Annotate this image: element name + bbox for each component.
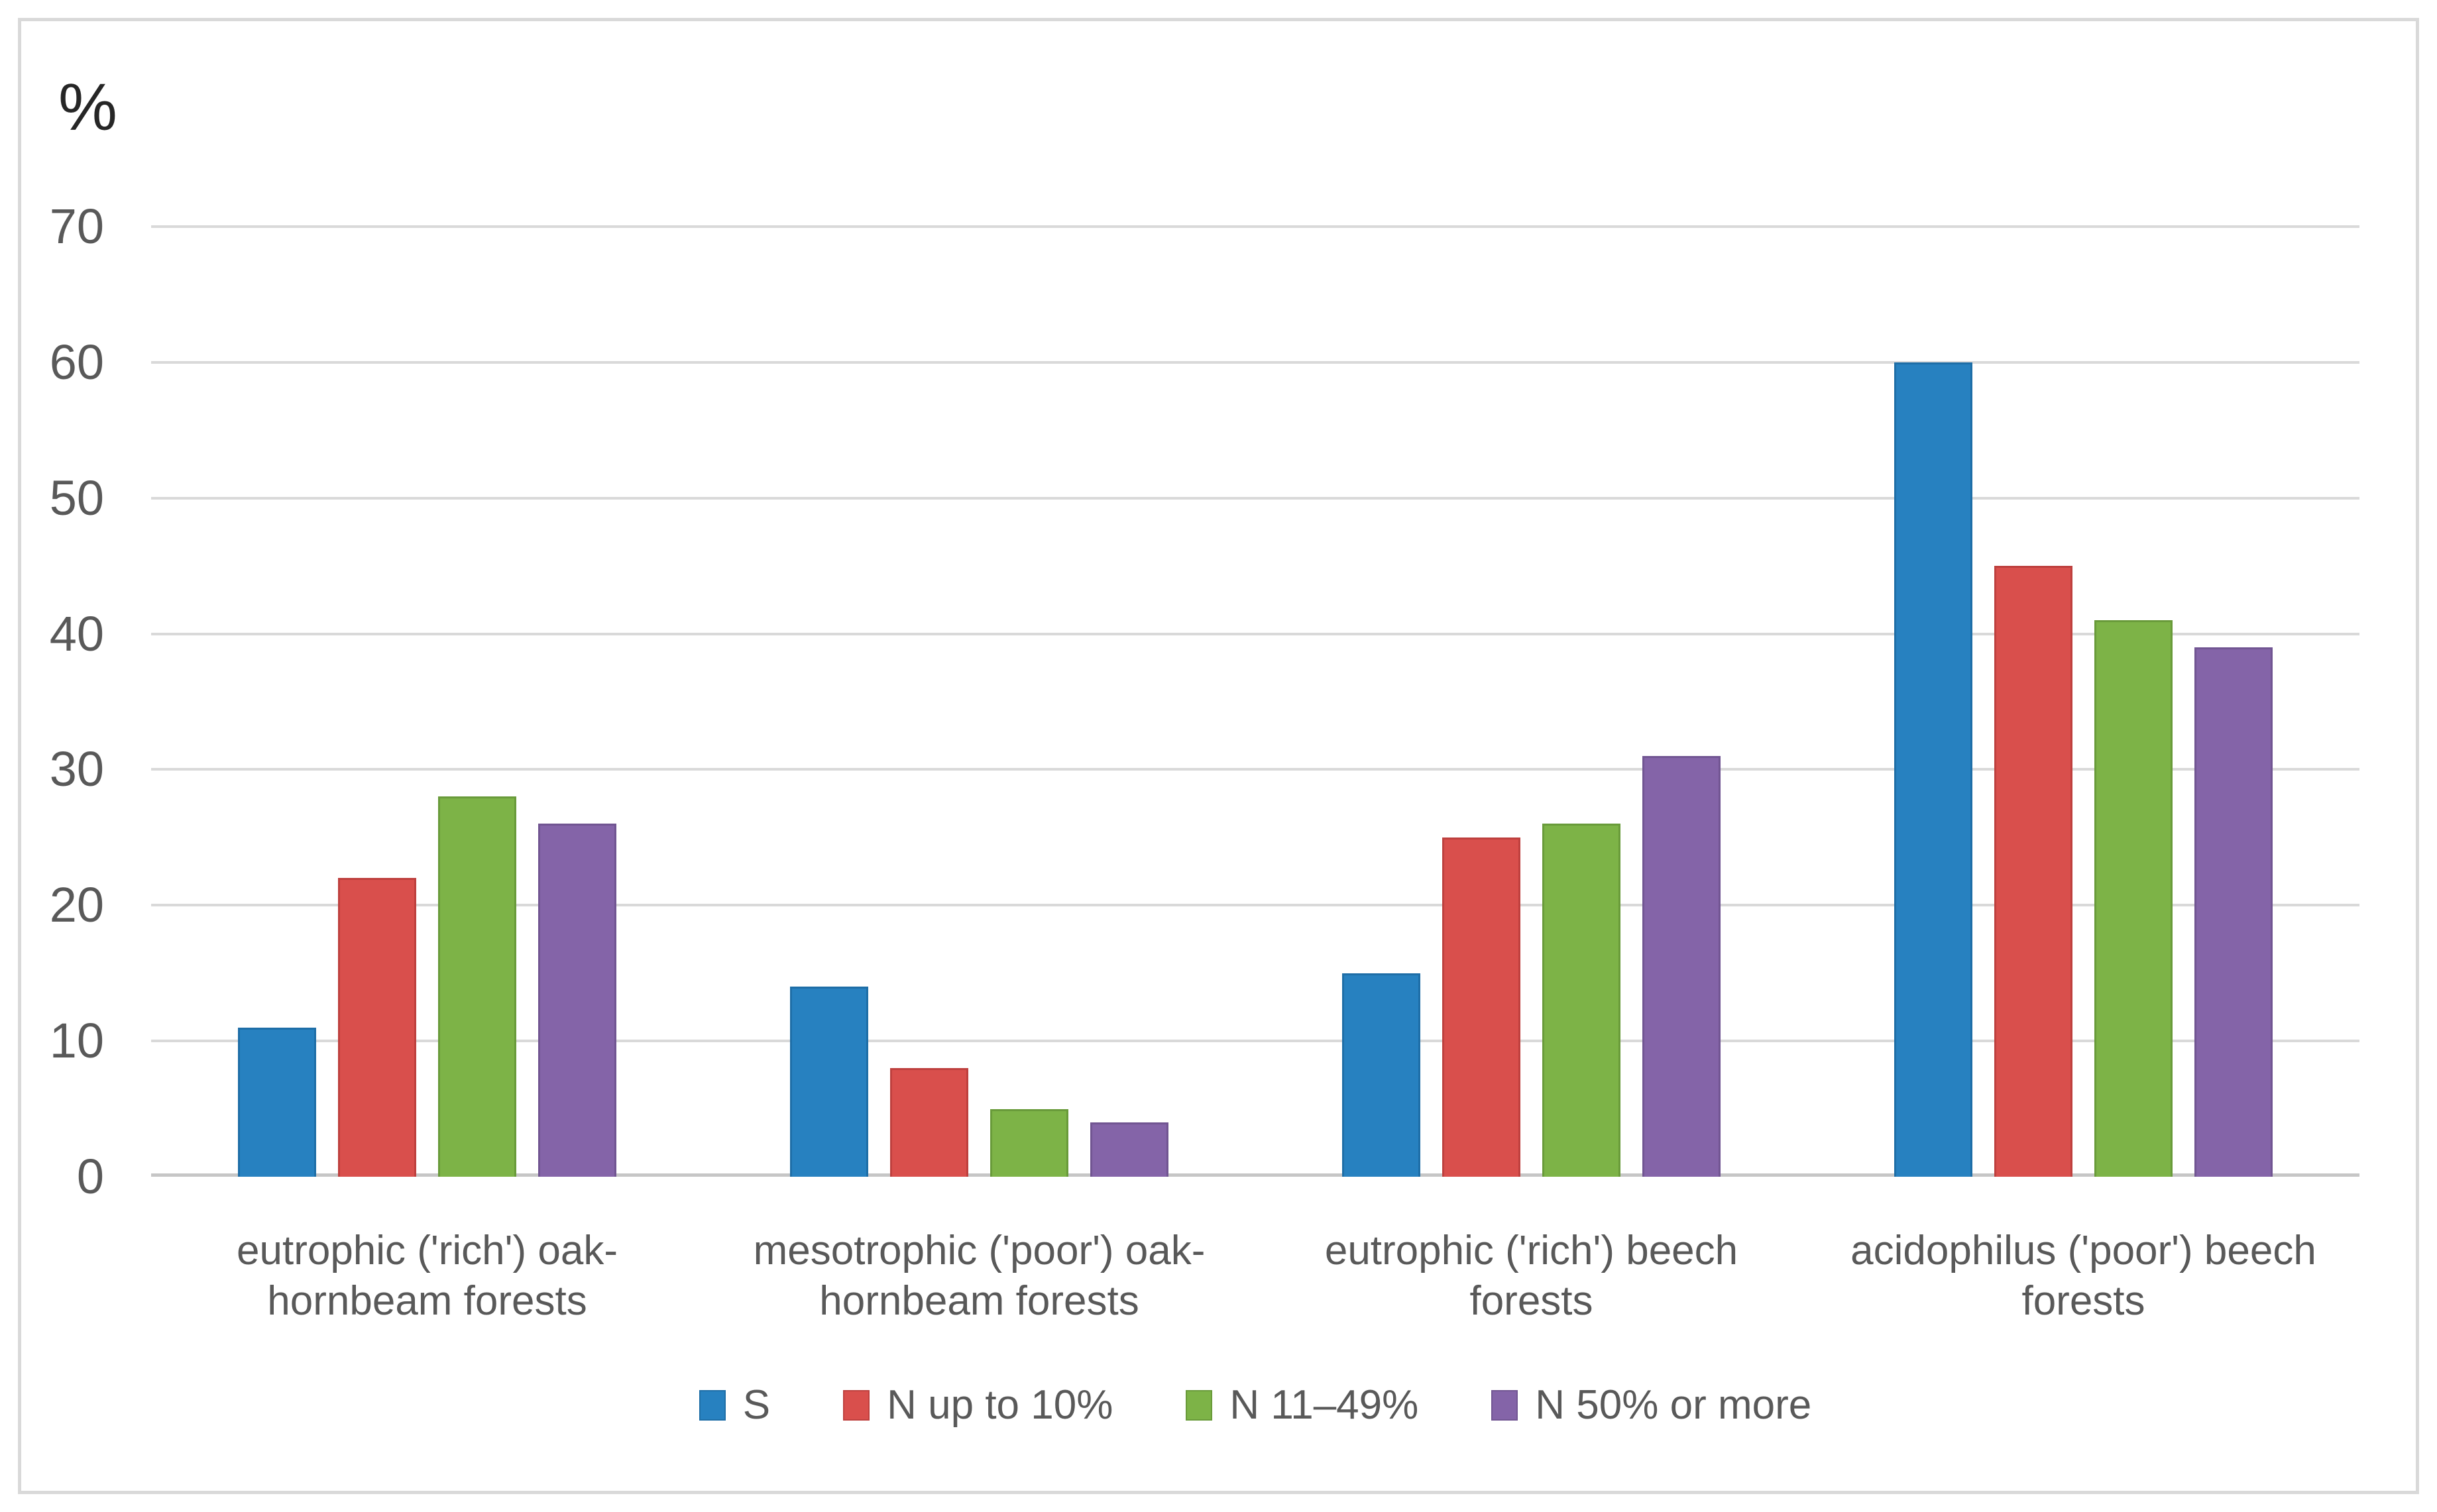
bar-group-3 bbox=[1255, 227, 1807, 1177]
gridline-10 bbox=[151, 1040, 2359, 1043]
bar bbox=[1342, 973, 1420, 1177]
x-category-label-line: mesotrophic ('poor') oak- bbox=[753, 1228, 1206, 1273]
bar bbox=[790, 987, 868, 1177]
gridline-70 bbox=[151, 225, 2359, 228]
gridline-30 bbox=[151, 768, 2359, 771]
bar bbox=[1994, 566, 2072, 1177]
y-tick-label-0: 0 bbox=[76, 1149, 104, 1204]
gridline-60 bbox=[151, 360, 2359, 364]
x-category-label-1: eutrophic ('rich') oak-hornbeam forests bbox=[151, 1226, 703, 1326]
legend-item: N up to 10% bbox=[843, 1383, 1113, 1427]
legend-label: N 50% or more bbox=[1535, 1382, 1812, 1428]
x-category-label-line: eutrophic ('rich') beech bbox=[1324, 1228, 1738, 1273]
bar bbox=[2094, 620, 2173, 1177]
x-category-label-line: eutrophic ('rich') oak- bbox=[237, 1228, 618, 1273]
x-category-label-line: hornbeam forests bbox=[267, 1278, 587, 1324]
legend-label: S bbox=[742, 1382, 771, 1428]
gridline-50 bbox=[151, 496, 2359, 500]
legend-label: N up to 10% bbox=[887, 1382, 1113, 1428]
y-tick-label-50: 50 bbox=[49, 470, 104, 525]
y-axis-tick-labels: 0 10 20 30 40 50 60 70 bbox=[21, 202, 104, 1201]
bar bbox=[438, 796, 516, 1177]
chart-frame: % 0 10 20 30 40 50 60 70 eutrophic ('rich') oak… bbox=[18, 18, 2419, 1494]
bar bbox=[338, 878, 416, 1177]
legend-item: N 11–49% bbox=[1186, 1383, 1418, 1427]
bar-group-2 bbox=[703, 227, 1255, 1177]
y-tick-label-60: 60 bbox=[49, 334, 104, 390]
bar-group-1 bbox=[151, 227, 703, 1177]
x-category-label-3: eutrophic ('rich') beech forests bbox=[1255, 1226, 1807, 1326]
plot-area bbox=[151, 225, 2359, 1177]
legend-swatch-icon bbox=[843, 1390, 870, 1421]
y-tick-label-40: 40 bbox=[49, 606, 104, 661]
legend-item: N 50% or more bbox=[1491, 1383, 1811, 1427]
x-category-label-line: forests bbox=[2021, 1278, 2145, 1324]
bar bbox=[1894, 362, 1972, 1177]
y-tick-label-10: 10 bbox=[49, 1013, 104, 1069]
bar bbox=[1090, 1122, 1168, 1177]
gridline-40 bbox=[151, 632, 2359, 635]
x-axis-line bbox=[151, 1173, 2359, 1177]
bar-group-4 bbox=[1807, 227, 2359, 1177]
legend-label: N 11–49% bbox=[1229, 1382, 1419, 1428]
legend-swatch-icon bbox=[1491, 1390, 1518, 1421]
y-axis-unit-label: % bbox=[58, 70, 117, 144]
y-tick-label-20: 20 bbox=[49, 877, 104, 933]
bar bbox=[2194, 647, 2273, 1177]
bars-row bbox=[151, 227, 2359, 1177]
legend-swatch-icon bbox=[699, 1390, 726, 1421]
x-category-label-line: acidophilus ('poor') beech bbox=[1850, 1228, 2316, 1273]
bar bbox=[1442, 837, 1520, 1177]
bar bbox=[1542, 824, 1620, 1177]
x-category-label-2: mesotrophic ('poor') oak-hornbeam forest… bbox=[703, 1226, 1255, 1326]
x-category-label-line: forests bbox=[1469, 1278, 1593, 1324]
bar bbox=[238, 1027, 316, 1177]
bar bbox=[990, 1108, 1068, 1177]
gridline-20 bbox=[151, 904, 2359, 907]
legend: S N up to 10% N 11–49% N 50% or more bbox=[151, 1383, 2359, 1427]
y-tick-label-70: 70 bbox=[49, 199, 104, 254]
legend-swatch-icon bbox=[1186, 1390, 1213, 1421]
y-tick-label-30: 30 bbox=[49, 741, 104, 797]
x-category-label-4: acidophilus ('poor') beech forests bbox=[1807, 1226, 2359, 1326]
bar bbox=[890, 1068, 968, 1177]
legend-item: S bbox=[699, 1383, 770, 1427]
x-category-label-line: hornbeam forests bbox=[819, 1278, 1139, 1324]
bar bbox=[1642, 755, 1721, 1177]
bar bbox=[538, 824, 616, 1177]
